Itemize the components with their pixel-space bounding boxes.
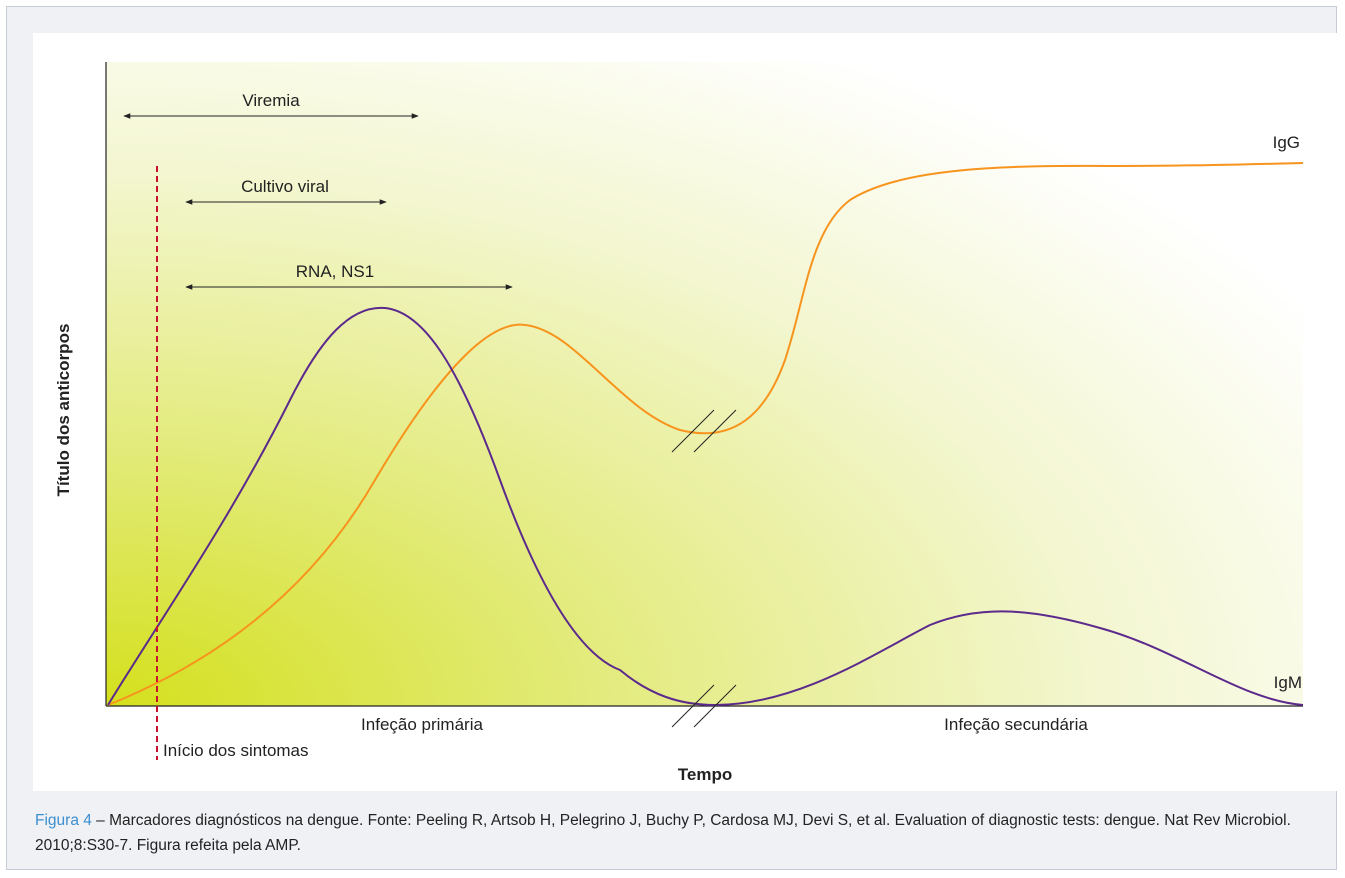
figure-label: Figura 4 [35,812,92,829]
symptom-onset-label: Início dos sintomas [163,741,309,760]
span-cultivo-label: Cultivo viral [241,177,329,196]
span-viremia-label: Viremia [242,91,300,110]
plot-background [106,62,1303,706]
phase-label-secondary: Infeção secundária [944,715,1088,734]
axis-break-axis [671,684,737,728]
x-axis-title: Tempo [678,765,732,784]
axis-break-curve [671,409,737,453]
y-axis-title: Título dos anticorpos [54,324,73,497]
figure-caption: Figura 4 – Marcadores diagnósticos na de… [35,808,1325,858]
igg-curve [107,162,1304,706]
caption-text: – Marcadores diagnósticos na dengue. Fon… [35,812,1291,854]
span-rna-ns1-label: RNA, NS1 [296,262,374,281]
series-label-igm: IgM [1274,673,1302,692]
phase-label-primary: Infeção primária [361,715,483,734]
series-label-igg: IgG [1273,133,1300,152]
igm-curve [107,306,1304,707]
